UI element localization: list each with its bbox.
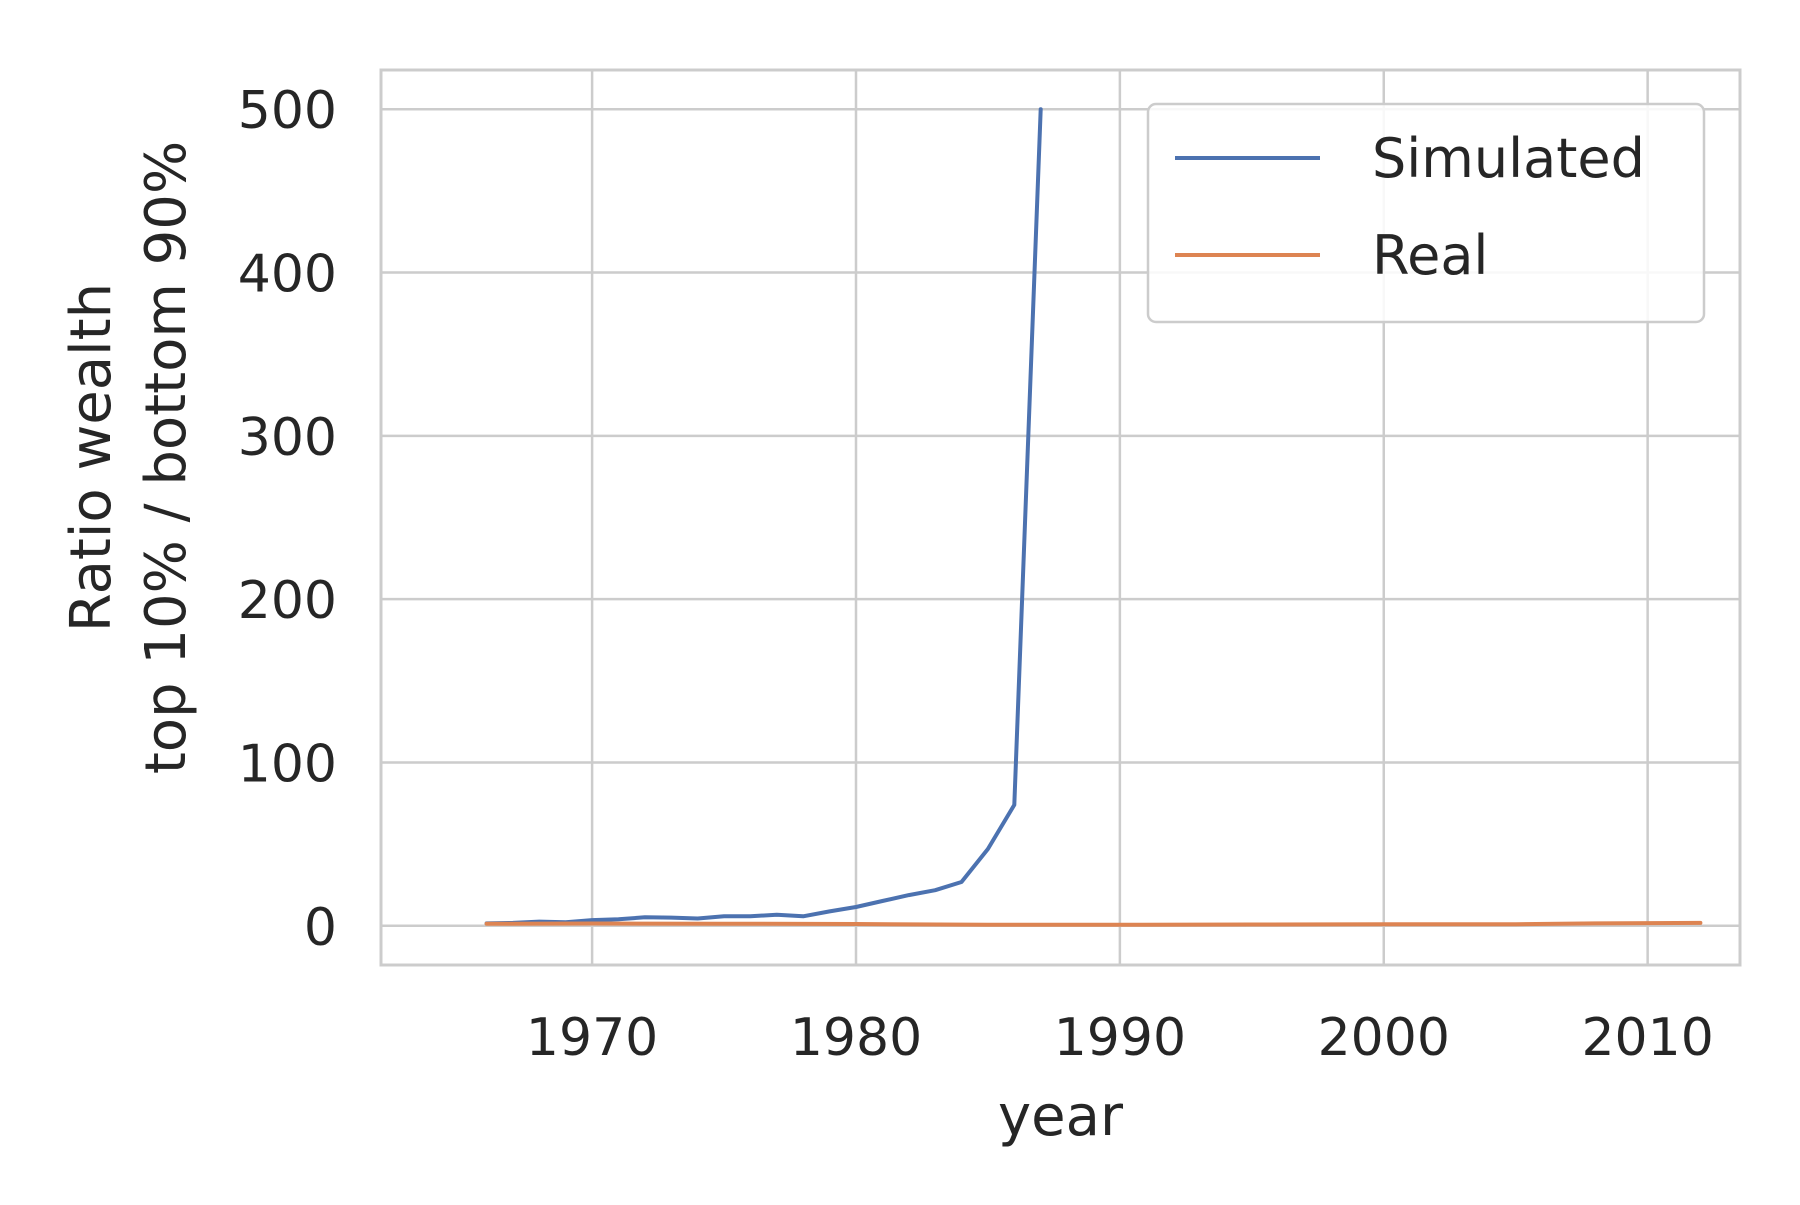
series-lines <box>484 107 1703 927</box>
x-tick-labels: 1970 1980 1990 2000 2010 <box>526 1008 1714 1068</box>
series-line-real <box>484 920 1703 927</box>
y-tick-labels: 0 100 200 300 400 500 <box>238 81 337 958</box>
legend-label-real: Real <box>1372 224 1488 287</box>
y-axis-label: Ratio wealth top 10% / bottom 90% <box>59 141 199 774</box>
y-tick-label: 400 <box>238 245 337 305</box>
y-tick-label: 200 <box>238 571 337 631</box>
y-axis-label-line-2: top 10% / bottom 90% <box>134 141 199 774</box>
series-line-simulated <box>484 107 1043 926</box>
legend: Simulated Real <box>1146 102 1706 324</box>
x-tick-label: 2010 <box>1581 1008 1713 1068</box>
y-axis-label-line-1: Ratio wealth <box>59 283 124 632</box>
y-tick-label: 500 <box>238 81 337 141</box>
y-tick-label: 0 <box>304 898 337 958</box>
x-tick-label: 1980 <box>790 1008 922 1068</box>
y-tick-label: 100 <box>238 734 337 794</box>
x-axis-label: year <box>998 1084 1124 1149</box>
x-tick-label: 2000 <box>1318 1008 1450 1068</box>
legend-label-simulated: Simulated <box>1372 127 1645 190</box>
x-tick-label: 1990 <box>1054 1008 1186 1068</box>
y-tick-label: 300 <box>238 408 337 468</box>
plot-frame <box>379 68 1742 967</box>
x-tick-label: 1970 <box>526 1008 658 1068</box>
